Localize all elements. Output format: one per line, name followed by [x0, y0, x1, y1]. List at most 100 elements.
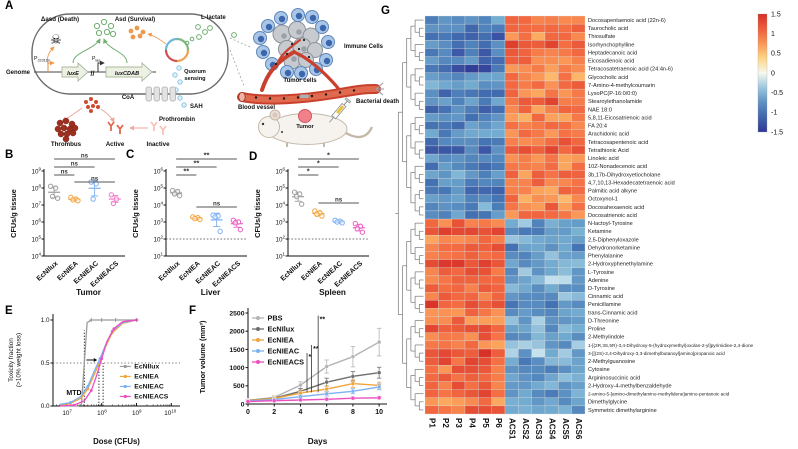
svg-text:109: 109	[31, 167, 41, 176]
panel-label-d: D	[249, 151, 258, 163]
svg-text:Penicillamine: Penicillamine	[588, 302, 621, 308]
panel-label-e: E	[5, 305, 13, 317]
svg-text:*: *	[309, 354, 312, 361]
svg-text:106: 106	[153, 167, 163, 176]
svg-text:P6: P6	[494, 418, 503, 428]
svg-text:105: 105	[275, 184, 285, 193]
svg-text:2,5-Diphenyloxazole: 2,5-Diphenyloxazole	[588, 237, 639, 243]
svg-text:D-Threonine: D-Threonine	[588, 318, 619, 324]
panel-e-chart: 0.0 0.5 1.0 107 108 109 1010 MTD EcNIlux EcNIEA Ec…	[6, 300, 196, 449]
svg-text:-1: -1	[771, 110, 777, 117]
tumor-vasculature	[260, 38, 340, 92]
row-labels: Docosapentaenoic acid (22n-6) Taurocholic…	[588, 18, 754, 414]
panel-label-g: G	[381, 5, 390, 17]
svg-text:-1.5: -1.5	[771, 129, 783, 136]
svg-text:500: 500	[233, 383, 245, 390]
bacteria-dots-tumor	[274, 38, 311, 66]
svg-text:**: **	[204, 151, 210, 160]
svg-text:1000: 1000	[229, 365, 244, 372]
gene-luxcdab-arrow	[105, 61, 153, 83]
panel-d-chart: 101 102 103 104 105 106 CFUs/g tissue * * * ns EcNI…	[252, 151, 374, 304]
series-EcNIEA	[190, 214, 203, 223]
series-EcNIEACS	[230, 217, 244, 233]
svg-text:3-[[(2S)-2,4-Dihydroxy-3,3-dim: 3-[[(2S)-2,4-Dihydroxy-3,3-dimethylbutan…	[588, 351, 725, 356]
svg-text:Heptadecanoic acid: Heptadecanoic acid	[588, 50, 637, 56]
chart-E: 0.0 0.5 1.0 107 108 109 1010 MTD EcNIlux EcNIEA Ec…	[8, 314, 180, 446]
svg-text:ns: ns	[91, 176, 99, 183]
series-EcNIlux	[291, 189, 305, 207]
svg-text:**: **	[313, 346, 319, 353]
label-tumor: Tumor	[296, 124, 314, 130]
svg-text:Palmitic acid alkyne: Palmitic acid alkyne	[588, 189, 637, 195]
label-tumor-cells: Tumor cells	[283, 78, 317, 84]
svg-text:2000: 2000	[229, 329, 244, 336]
label-coa: CoA	[122, 95, 135, 101]
membrane-channels	[145, 86, 176, 102]
gene-luxe-arrow	[61, 61, 89, 83]
series-EcNIEAC	[88, 179, 101, 202]
svg-text:Dimethylglycine: Dimethylglycine	[588, 400, 627, 406]
inactive-prothrombin-icon	[150, 121, 167, 135]
svg-text:104: 104	[31, 252, 41, 261]
svg-text:LysoPC(P-16:0/0:0): LysoPC(P-16:0/0:0)	[588, 91, 637, 97]
svg-text:1010: 1010	[164, 408, 177, 417]
svg-text:Symmetric dimethylarginine: Symmetric dimethylarginine	[588, 408, 657, 414]
svg-text:0: 0	[246, 409, 250, 416]
column-labels: P1 P2 P3 P4 P5 P6 ACS1 ACS2 ACS3 ACS4 ACS5 ACS6	[428, 418, 584, 440]
label-thrombus: Thrombus	[51, 141, 82, 148]
svg-text:0: 0	[241, 401, 245, 408]
label-inactive: Inactive	[146, 141, 170, 148]
svg-text:107: 107	[31, 201, 41, 210]
plasmid-to-asd-arrow	[147, 32, 167, 45]
row-dendrogram	[395, 19, 424, 411]
colorbar: 1.5 1 0.5 0 -0.5 -1 -1.5	[757, 11, 783, 136]
death-arrow	[47, 46, 55, 65]
bacterial-cell-outline	[31, 13, 229, 95]
svg-text:Octoxynol-1: Octoxynol-1	[588, 197, 618, 203]
chart-D: 101 102 103 104 105 106 CFUs/g tissue * * * ns EcNI…	[253, 151, 369, 297]
svg-text:ACS1: ACS1	[508, 418, 517, 440]
svg-text:*: *	[327, 151, 330, 160]
svg-text:2-Methylguanosine: 2-Methylguanosine	[588, 359, 635, 365]
svg-text:109: 109	[132, 408, 142, 417]
svg-text:ns: ns	[81, 153, 89, 160]
mouse-tail	[345, 126, 374, 139]
svg-text:Phenylalanine: Phenylalanine	[588, 254, 623, 260]
svg-text:103: 103	[153, 218, 163, 227]
svg-text:EcNIlux: EcNIlux	[134, 364, 159, 371]
svg-text:0.0: 0.0	[41, 403, 50, 410]
svg-text:*: *	[317, 159, 320, 168]
svg-text:P2: P2	[441, 418, 450, 428]
svg-text:Tetracosatetraenoic acid (24:4: Tetracosatetraenoic acid (24:4n-6)	[588, 67, 673, 73]
series-EcNIEACS	[108, 192, 121, 206]
svg-text:**: **	[320, 317, 326, 324]
svg-text:**: **	[183, 167, 189, 176]
syringe-icon	[329, 97, 352, 123]
svg-text:Toxicity fraction: Toxicity fraction	[8, 338, 15, 382]
svg-text:Liver: Liver	[201, 288, 221, 297]
svg-text:EcNIlux: EcNIlux	[158, 260, 182, 282]
svg-text:0: 0	[771, 70, 775, 77]
panel-label-a: A	[5, 0, 14, 12]
svg-text:4: 4	[298, 409, 302, 416]
svg-text:P5: P5	[481, 418, 490, 428]
svg-text:Spleen: Spleen	[319, 288, 346, 297]
label-active: Active	[106, 141, 125, 148]
immune-cells-graphic	[253, 8, 335, 80]
connector-dash-2	[229, 49, 245, 87]
chart-G: Docosapentaenoic acid (22n-6) Taurocholic…	[395, 11, 783, 440]
series-EcNIlux	[169, 187, 183, 199]
panel-b-chart: 104 105 106 107 108 109 CFUs/g tissue ns ns ns ns E…	[8, 151, 130, 304]
svg-text:Tumor: Tumor	[76, 288, 102, 297]
svg-text:Eicosadienoic acid: Eicosadienoic acid	[588, 59, 634, 65]
panel-label-c: C	[126, 149, 135, 161]
svg-text:Docosatrienoic acid: Docosatrienoic acid	[588, 213, 637, 219]
svg-text:104: 104	[153, 201, 163, 210]
series-EcNIEACS	[245, 395, 382, 404]
svg-text:107: 107	[62, 408, 72, 417]
svg-text:103: 103	[275, 218, 285, 227]
svg-text:Cinnamic acid: Cinnamic acid	[588, 294, 623, 300]
svg-text:2: 2	[272, 409, 276, 416]
svg-text:EcNIEACS: EcNIEACS	[134, 394, 168, 401]
